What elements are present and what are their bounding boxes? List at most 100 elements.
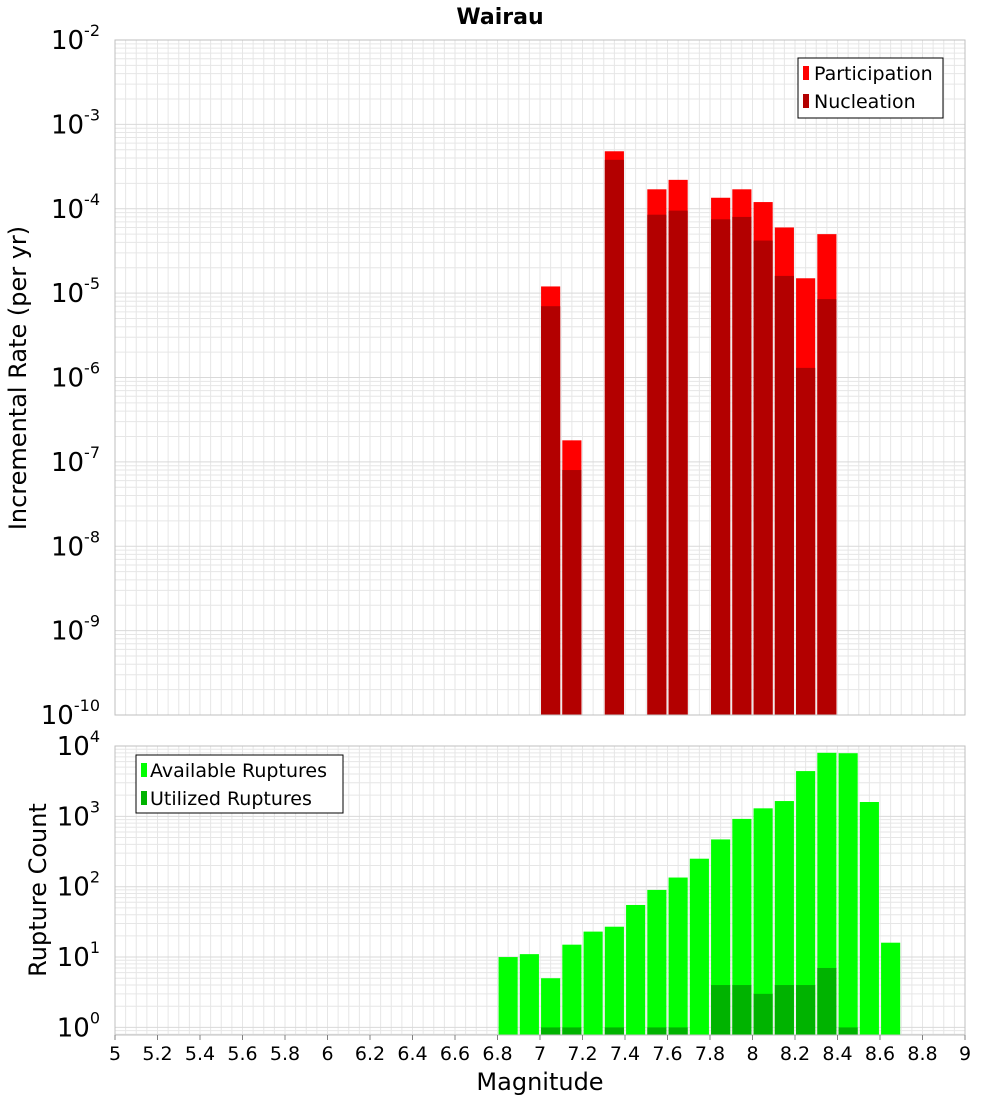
- bottom-bar-available-ruptures: [732, 818, 752, 1035]
- bottom-bar-available-ruptures: [626, 904, 646, 1035]
- top-y-tick-label: 10-6: [51, 359, 100, 394]
- x-tick-label: 5.4: [185, 1043, 215, 1065]
- top-bar-nucleation: [562, 470, 582, 715]
- top-legend: Participation Nucleation: [797, 57, 944, 119]
- x-tick-label: 8.6: [865, 1043, 895, 1065]
- chart-title: Wairau: [456, 5, 543, 30]
- x-tick-label: 7.4: [610, 1043, 640, 1065]
- legend-label-utilized: Utilized Ruptures: [150, 788, 312, 810]
- top-bar-nucleation: [817, 299, 837, 715]
- bottom-panel: 100 101 102 103 104 5 5.2 5.4 5.6 5.8 6 6.2 6.4 6.6 6…: [24, 727, 971, 1096]
- x-tick-label: 6: [321, 1043, 333, 1065]
- bottom-bar-available-ruptures: [604, 926, 624, 1035]
- bottom-bar-utilized-ruptures: [668, 1027, 688, 1035]
- bottom-y-axis-label: Rupture Count: [24, 803, 52, 977]
- x-tick-label: 5: [109, 1043, 121, 1065]
- top-y-tick-label: 10-2: [51, 21, 100, 56]
- top-panel: 10-10 10-9 10-8 10-7 10-6 10-5 10-4 10-3 10-2 In…: [4, 21, 966, 731]
- legend-swatch-nucleation: [803, 94, 809, 108]
- x-tick-label: 7.2: [567, 1043, 597, 1065]
- bottom-bar-available-ruptures: [583, 931, 603, 1035]
- top-y-axis-label: Incremental Rate (per yr): [4, 226, 32, 530]
- bottom-y-tick-label: 103: [57, 797, 100, 832]
- bottom-bar-utilized-ruptures: [817, 967, 837, 1035]
- bottom-y-tick-labels: 100 101 102 103 104: [57, 727, 100, 1043]
- top-y-tick-label: 10-4: [51, 190, 100, 225]
- top-bar-nucleation: [753, 240, 773, 716]
- bottom-bar-available-ruptures: [881, 942, 901, 1035]
- x-tick-label: 8.8: [907, 1043, 937, 1065]
- bottom-legend-box: [135, 754, 344, 814]
- x-tick-labels: 5 5.2 5.4 5.6 5.8 6 6.2 6.4 6.6 6.8 7 7.2 7.4 7.6 7.8 8…: [109, 1035, 971, 1065]
- top-plot-frame: [114, 39, 966, 716]
- legend-label-available: Available Ruptures: [150, 760, 327, 782]
- top-legend-box: [797, 57, 944, 119]
- x-tick-label: 8.4: [822, 1043, 852, 1065]
- legend-swatch-participation: [803, 66, 809, 80]
- x-tick-label: 6.6: [440, 1043, 470, 1065]
- legend-label-participation: Participation: [814, 63, 933, 85]
- top-y-tick-labels: 10-10 10-9 10-8 10-7 10-6 10-5 10-4 10-3 10-2: [41, 21, 100, 731]
- bottom-bar-utilized-ruptures: [647, 1027, 667, 1035]
- bottom-bar-available-ruptures: [817, 752, 837, 1035]
- bottom-bar-available-ruptures: [647, 889, 667, 1035]
- top-y-tick-label: 10-7: [51, 443, 100, 478]
- top-y-tick-label: 10-10: [41, 696, 100, 731]
- top-bar-nucleation: [604, 159, 624, 716]
- top-y-tick-label: 10-9: [51, 612, 100, 647]
- bottom-bar-available-ruptures: [774, 801, 794, 1035]
- x-tick-label: 5.6: [227, 1043, 257, 1065]
- top-bar-nucleation: [541, 306, 561, 715]
- bottom-legend: Available Ruptures Utilized Ruptures: [135, 754, 344, 814]
- x-tick-label: 6.2: [355, 1043, 385, 1065]
- bottom-y-tick-label: 100: [57, 1008, 100, 1043]
- top-bar-nucleation: [711, 219, 731, 716]
- top-bar-nucleation: [774, 275, 794, 715]
- bottom-bar-available-ruptures: [689, 858, 709, 1035]
- bottom-bars: [498, 752, 901, 1035]
- bottom-y-tick-label: 102: [57, 868, 100, 903]
- bottom-y-tick-label: 104: [57, 727, 100, 762]
- bottom-bar-available-ruptures: [562, 944, 582, 1035]
- bottom-bar-available-ruptures: [859, 801, 879, 1035]
- top-y-tick-label: 10-3: [51, 105, 100, 140]
- x-tick-label: 8.2: [780, 1043, 810, 1065]
- bottom-bar-available-ruptures: [838, 753, 858, 1035]
- x-tick-label: 7.8: [695, 1043, 725, 1065]
- top-grid: [114, 40, 966, 716]
- x-tick-label: 9: [959, 1043, 971, 1065]
- bottom-y-tick-label: 101: [57, 938, 100, 973]
- bottom-bar-available-ruptures: [753, 808, 773, 1035]
- top-bars: [541, 151, 837, 716]
- top-bar-nucleation: [647, 214, 667, 716]
- bottom-bar-utilized-ruptures: [604, 1027, 624, 1035]
- bottom-bar-available-ruptures: [498, 957, 518, 1035]
- top-bar-nucleation: [796, 367, 816, 715]
- bottom-bar-utilized-ruptures: [732, 985, 752, 1035]
- bottom-bar-utilized-ruptures: [753, 993, 773, 1035]
- bottom-bar-available-ruptures: [541, 978, 561, 1035]
- bottom-bar-available-ruptures: [519, 954, 539, 1035]
- bottom-bar-available-ruptures: [796, 771, 816, 1035]
- top-y-tick-label: 10-5: [51, 274, 100, 309]
- bottom-bar-utilized-ruptures: [774, 985, 794, 1035]
- x-tick-label: 7.6: [652, 1043, 682, 1065]
- top-y-tick-label: 10-8: [51, 527, 100, 562]
- legend-label-nucleation: Nucleation: [814, 91, 916, 113]
- bottom-bar-available-ruptures: [668, 877, 688, 1035]
- bottom-bar-utilized-ruptures: [541, 1027, 561, 1035]
- x-tick-label: 5.8: [270, 1043, 300, 1065]
- x-tick-label: 6.8: [482, 1043, 512, 1065]
- bottom-bar-utilized-ruptures: [562, 1027, 582, 1035]
- x-tick-label: 5.2: [142, 1043, 172, 1065]
- legend-swatch-available: [141, 763, 147, 777]
- x-axis-label: Magnitude: [476, 1068, 603, 1096]
- bottom-bar-utilized-ruptures: [711, 985, 731, 1035]
- x-tick-label: 8: [746, 1043, 758, 1065]
- top-bar-nucleation: [668, 210, 688, 715]
- x-tick-label: 7: [534, 1043, 546, 1065]
- top-bar-nucleation: [732, 216, 752, 715]
- x-tick-label: 6.4: [397, 1043, 427, 1065]
- bottom-bar-utilized-ruptures: [796, 985, 816, 1035]
